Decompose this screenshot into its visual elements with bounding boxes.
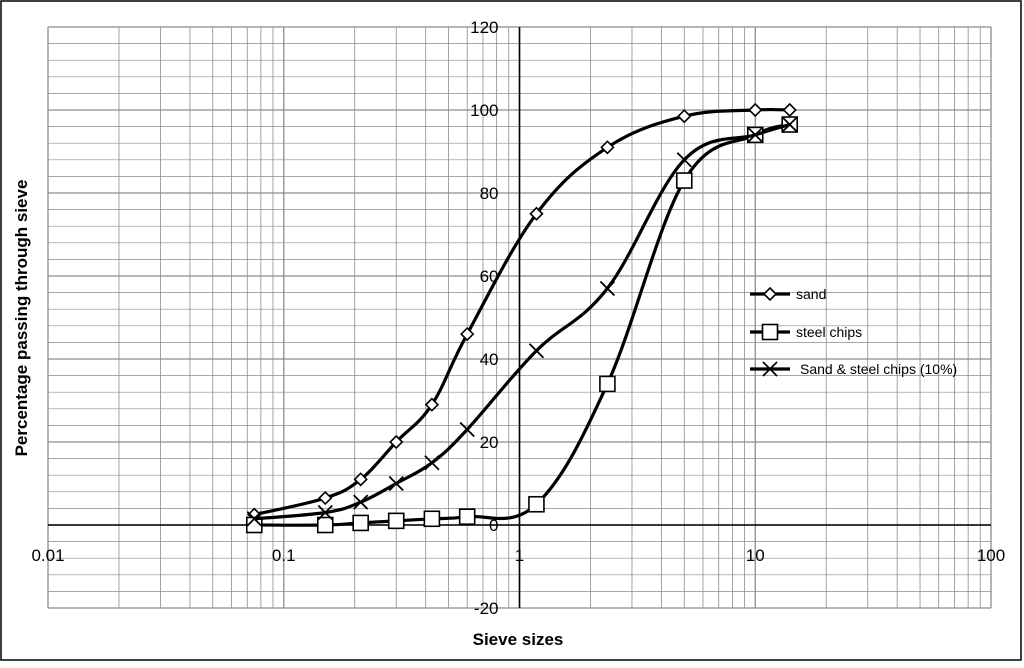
- data-point: [529, 206, 544, 221]
- data-point: [747, 127, 763, 143]
- x-marker-stroke: [747, 127, 763, 143]
- data-point: [352, 514, 369, 532]
- data-point: [600, 140, 615, 155]
- series-line: [254, 122, 791, 521]
- series-diamond: [247, 102, 797, 522]
- y-tick-label: 100: [470, 101, 498, 120]
- data-point: [458, 508, 476, 526]
- data-point: [599, 375, 616, 393]
- y-tick-label: 40: [480, 350, 499, 369]
- x-marker-stroke: [528, 343, 545, 359]
- data-point: [677, 109, 692, 124]
- series-x: [246, 116, 798, 527]
- legend-entry: sand: [750, 286, 826, 302]
- x-marker-stroke: [388, 475, 404, 492]
- x-marker-stroke: [246, 511, 262, 527]
- data-point: [316, 516, 334, 534]
- data-point: [748, 102, 763, 118]
- x-marker-stroke: [353, 494, 369, 510]
- data-point: [353, 494, 369, 510]
- y-axis-label: Percentage passing through sieve: [12, 180, 31, 457]
- data-point: [317, 504, 333, 521]
- data-point: [353, 472, 368, 487]
- data-point: [528, 343, 545, 359]
- series-line: [253, 107, 790, 517]
- x-marker-stroke: [676, 152, 692, 168]
- data-point: [676, 152, 692, 168]
- x-tick-label: 1: [515, 546, 524, 565]
- x-marker-stroke: [599, 280, 616, 297]
- x-marker-stroke: [459, 421, 475, 438]
- legend-label: sand: [796, 286, 826, 302]
- data-point: [424, 397, 440, 412]
- x-tick-label: 0.01: [31, 546, 64, 565]
- data-point: [388, 475, 404, 492]
- x-marker-stroke: [317, 504, 333, 521]
- legend-marker: [762, 361, 778, 377]
- legend-entry: Sand & steel chips (10%): [750, 361, 957, 377]
- legend-marker: [761, 323, 779, 341]
- data-point: [528, 495, 545, 513]
- data-point: [318, 490, 333, 506]
- y-tick-label: -20: [474, 599, 499, 618]
- legend-label: Sand & steel chips (10%): [800, 361, 957, 377]
- y-tick-label: 20: [480, 433, 499, 452]
- data-point: [389, 434, 404, 450]
- data-point: [675, 172, 693, 189]
- data-point: [246, 511, 262, 527]
- y-tick-label: 60: [480, 267, 499, 286]
- series-layer: [245, 102, 798, 534]
- x-tick-label: 100: [977, 546, 1005, 565]
- data-point: [599, 280, 616, 297]
- legend-label: steel chips: [796, 324, 862, 340]
- legend-marker: [762, 286, 778, 302]
- x-tick-label: 0.1: [272, 546, 296, 565]
- data-point: [424, 455, 440, 471]
- tick-labels: 0.01 0.1 1 10 100 -20 0 20 40 60 80 100 120: [31, 18, 1005, 618]
- x-marker-stroke: [424, 455, 440, 471]
- legend-entry: steel chips: [750, 323, 862, 341]
- data-point: [459, 421, 475, 438]
- data-point: [387, 512, 405, 530]
- y-tick-label: 80: [480, 184, 499, 203]
- grid: [47, 26, 992, 609]
- data-point: [782, 102, 797, 118]
- data-point: [423, 510, 441, 528]
- x-axis-label: Sieve sizes: [473, 630, 564, 649]
- y-tick-label: 0: [489, 516, 498, 535]
- x-marker-stroke: [782, 116, 798, 133]
- x-tick-label: 10: [746, 546, 765, 565]
- legend: sand steel chips Sand & steel chips (10%): [750, 286, 957, 377]
- data-point: [460, 326, 475, 342]
- y-tick-label: 120: [470, 18, 498, 37]
- data-point: [782, 116, 798, 133]
- x-marker-stroke: [762, 361, 778, 377]
